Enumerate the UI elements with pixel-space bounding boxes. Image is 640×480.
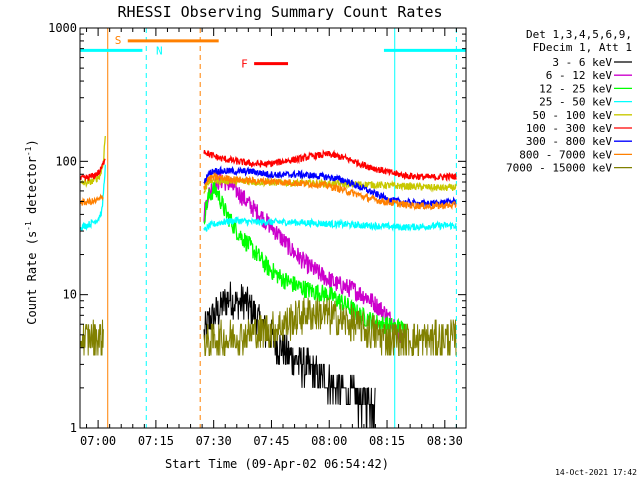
x-tick-label-5: 08:15 <box>369 434 405 448</box>
legend-label-7: 800 - 7000 keV <box>519 148 612 161</box>
series-5-segment-1 <box>203 149 457 182</box>
y-axis-label-part1: Count Rate (s <box>25 231 39 325</box>
legend-label-0: 3 - 6 keV <box>552 56 612 69</box>
y-tick-label-3: 1000 <box>48 21 77 35</box>
chart-title: RHESSI Observing Summary Count Rates <box>117 3 442 21</box>
legend-label-4: 50 - 100 keV <box>533 109 613 122</box>
series-8-segment-0 <box>80 319 104 356</box>
y-tick-label-1: 10 <box>63 288 77 302</box>
series-8-segment-1 <box>203 297 457 356</box>
series-layer <box>80 135 457 429</box>
y-tick-label-2: 100 <box>55 154 77 168</box>
series-6-segment-0 <box>203 165 457 209</box>
flag-label-0: S <box>115 34 122 47</box>
y-tick-label-0: 1 <box>70 421 77 435</box>
legend-label-3: 25 - 50 keV <box>539 96 612 109</box>
legend: Det 1,3,4,5,6,9,FDecim 1, Att 1 3 - 6 keV… <box>506 28 632 175</box>
series-3-segment-0 <box>80 164 106 232</box>
x-tick-label-4: 08:00 <box>311 434 347 448</box>
x-tick-label-6: 08:30 <box>427 434 463 448</box>
legend-label-6: 300 - 800 keV <box>526 135 612 148</box>
y-axis-label-part2: detector <box>25 156 39 221</box>
series-1-segment-0 <box>203 172 403 346</box>
x-axis-label: Start Time (09-Apr-02 06:54:42) <box>165 457 389 471</box>
y-axis-label-sup1: -1 <box>24 221 33 231</box>
legend-header-1: FDecim 1, Att 1 <box>533 41 632 54</box>
axis-layer: 1 10 100 1000 07:00 07:15 07:30 07:45 08:00 08:15… <box>48 21 466 448</box>
legend-label-2: 12 - 25 keV <box>539 82 612 95</box>
x-tick-label-2: 07:30 <box>196 434 232 448</box>
series-7-segment-0 <box>80 193 104 206</box>
x-tick-label-1: 07:15 <box>138 434 174 448</box>
y-axis-label-sup2: -1 <box>24 146 33 156</box>
legend-header-0: Det 1,3,4,5,6,9, <box>526 28 632 41</box>
legend-label-8: 7000 - 15000 keV <box>506 162 612 175</box>
x-tick-label-0: 07:00 <box>80 434 116 448</box>
series-4-segment-0 <box>80 135 106 188</box>
series-0-segment-0 <box>203 281 376 429</box>
series-7-segment-1 <box>203 171 457 211</box>
legend-label-1: 6 - 12 keV <box>546 69 613 82</box>
series-5-segment-0 <box>80 158 106 182</box>
flag-label-3: F <box>241 58 248 71</box>
legend-label-5: 100 - 300 keV <box>526 122 612 135</box>
y-axis-label-part3: ) <box>25 139 39 146</box>
series-3-segment-1 <box>203 215 457 232</box>
timestamp: 14-Oct-2021 17:42 <box>555 468 637 477</box>
y-axis-label: Count Rate (s-1 detector-1) <box>24 139 39 324</box>
x-tick-label-3: 07:45 <box>253 434 289 448</box>
plot-frame <box>79 27 467 429</box>
flag-label-1: N <box>156 44 163 57</box>
